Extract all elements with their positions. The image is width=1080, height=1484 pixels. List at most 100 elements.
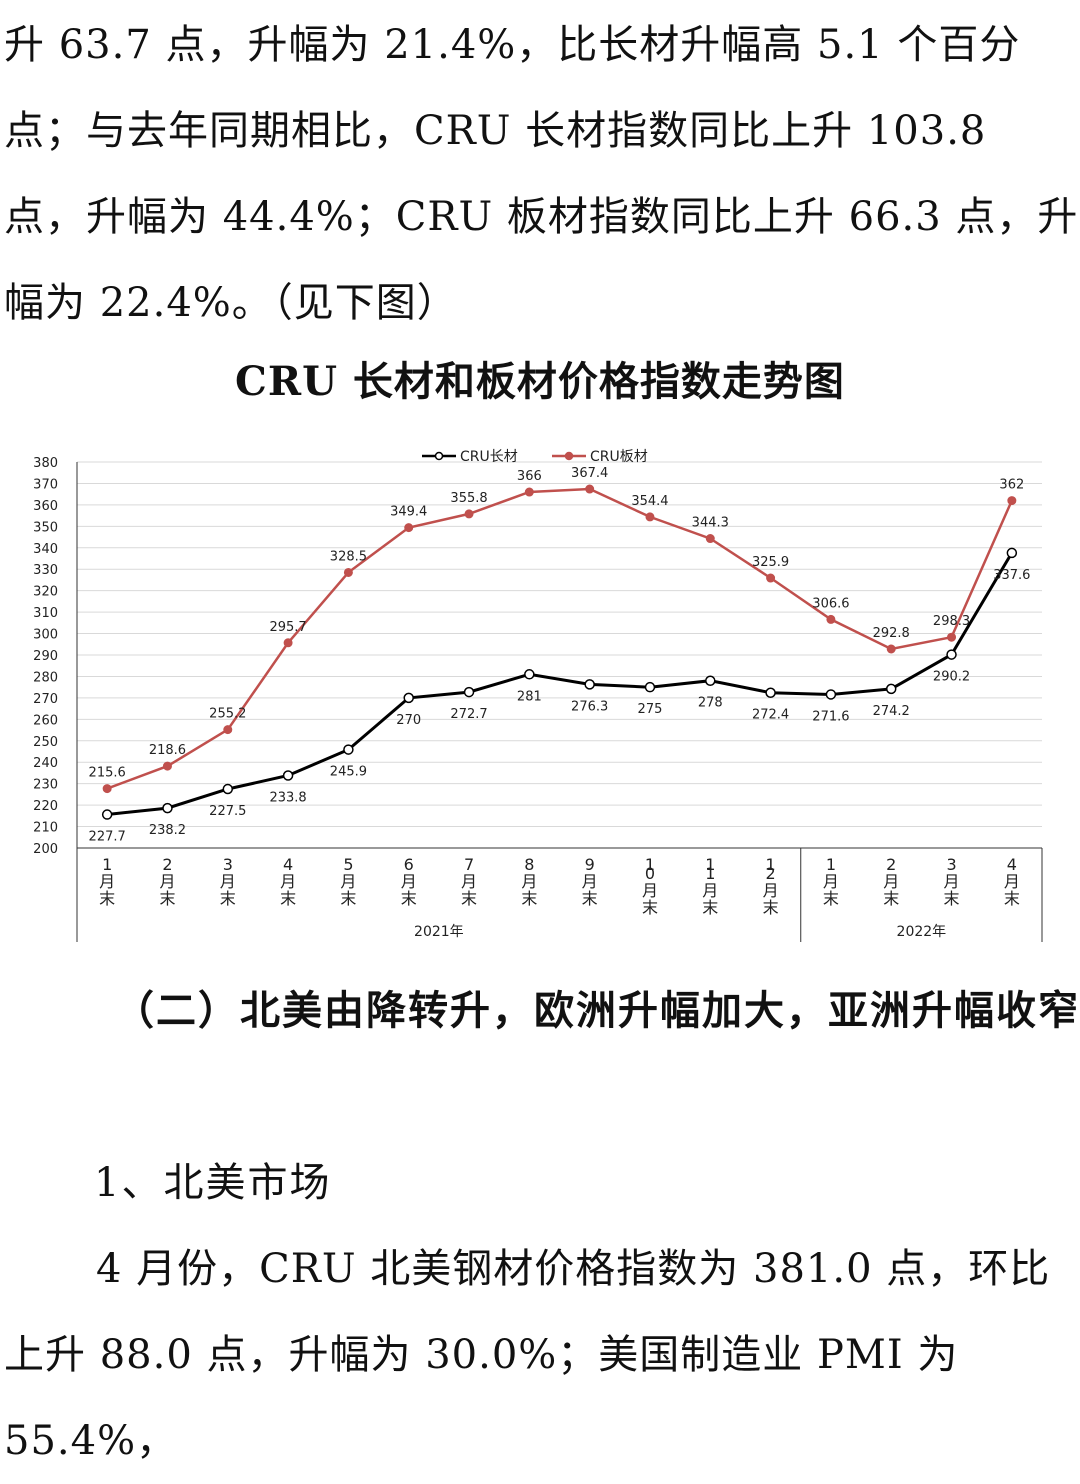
series-line-1 bbox=[106, 487, 1013, 790]
data-point bbox=[705, 534, 715, 544]
data-label: 272.4 bbox=[752, 708, 789, 723]
data-point bbox=[463, 686, 475, 698]
data-label: 349.4 bbox=[390, 505, 427, 520]
y-tick-label: 250 bbox=[33, 735, 58, 750]
legend-entry: CRU板材 bbox=[590, 449, 648, 465]
data-label: 292.8 bbox=[873, 626, 910, 641]
x-group-label: 2021年 bbox=[414, 924, 464, 940]
data-label: 290.2 bbox=[933, 670, 970, 685]
data-point bbox=[524, 669, 535, 680]
data-point bbox=[886, 644, 896, 654]
x-group-label: 2022年 bbox=[897, 924, 947, 940]
data-point bbox=[765, 687, 776, 698]
data-label: 337.6 bbox=[993, 568, 1030, 583]
data-label: 344.3 bbox=[692, 516, 729, 531]
paragraph-bottom: 4 月份，CRU 北美钢材价格指数为 381.0 点，环比上升 88.0 点，升… bbox=[4, 1246, 1051, 1464]
data-point bbox=[283, 638, 293, 648]
data-point bbox=[343, 567, 353, 577]
x-tick-label: 2 月末 bbox=[159, 855, 175, 908]
data-point bbox=[524, 487, 534, 497]
data-point bbox=[766, 573, 776, 583]
x-tick-label: 1 月末 bbox=[99, 855, 115, 908]
x-tick-label: 9 月末 bbox=[582, 855, 598, 908]
data-point bbox=[644, 681, 656, 693]
data-label: 355.8 bbox=[450, 491, 487, 506]
data-point bbox=[162, 802, 173, 814]
y-tick-label: 360 bbox=[33, 499, 58, 514]
data-label: 233.8 bbox=[269, 791, 306, 806]
data-point bbox=[222, 783, 234, 795]
data-labels: 227.7 238.2 227.5 233.8 245.9 270 272.7 281 276.… bbox=[89, 466, 1031, 845]
x-tick-label: 6 月末 bbox=[401, 855, 417, 908]
y-tick-label: 370 bbox=[33, 477, 58, 492]
data-point bbox=[282, 770, 294, 781]
data-label: 218.6 bbox=[149, 743, 186, 758]
y-tick-label: 330 bbox=[33, 563, 58, 578]
chart-legend: CRU长材 CRU板材 bbox=[422, 449, 648, 465]
x-tick-label: 7 月末 bbox=[461, 855, 477, 908]
data-label: 227.7 bbox=[89, 830, 126, 845]
data-label: 255.2 bbox=[209, 707, 246, 722]
data-point bbox=[947, 632, 957, 642]
data-point bbox=[585, 484, 595, 494]
y-tick-label: 290 bbox=[33, 649, 58, 664]
data-point bbox=[102, 784, 112, 794]
y-tick-label: 300 bbox=[33, 628, 58, 643]
legend-marker bbox=[564, 451, 574, 461]
x-tick-label: 5 月末 bbox=[340, 855, 356, 908]
data-label: 295.7 bbox=[269, 620, 306, 635]
data-label: 215.6 bbox=[89, 766, 126, 781]
data-point bbox=[1007, 496, 1017, 506]
y-tick-label: 240 bbox=[33, 756, 58, 771]
legend-marker bbox=[434, 451, 444, 461]
data-point bbox=[464, 509, 474, 519]
data-point bbox=[403, 692, 414, 704]
y-tick-label: 230 bbox=[33, 778, 58, 793]
data-label: 325.9 bbox=[752, 555, 789, 570]
data-label: 328.5 bbox=[330, 549, 367, 564]
data-label: 362 bbox=[999, 478, 1024, 493]
legend-entry: CRU长材 bbox=[460, 449, 518, 465]
y-tick-label: 380 bbox=[33, 456, 58, 471]
section-heading: （二）北美由降转升，欧洲升幅加大，亚洲升幅收窄 bbox=[114, 987, 1080, 1034]
x-axis: 1 月末 2 月末 3 月末 4 月末 5 月末 6 月末 7 月末 8 月末 9 月末 10 月末 11 月末 12 月末 1… bbox=[76, 462, 1043, 942]
chart-title: CRU 长材和板材价格指数走势图 bbox=[235, 358, 845, 405]
series-line-0 bbox=[107, 552, 1014, 816]
x-tick-label: 4 月末 bbox=[280, 855, 296, 908]
x-tick-label: 4 月末 bbox=[1004, 855, 1020, 908]
chart-grid bbox=[77, 461, 1042, 849]
data-point bbox=[584, 679, 595, 690]
series-points bbox=[101, 484, 1018, 820]
data-label: 270 bbox=[396, 713, 421, 728]
data-label: 227.5 bbox=[209, 804, 246, 819]
data-label: 274.2 bbox=[873, 704, 910, 719]
data-point bbox=[1006, 547, 1018, 559]
data-label: 238.2 bbox=[149, 823, 186, 838]
x-tick-label: 3 月末 bbox=[944, 855, 960, 908]
data-label: 275 bbox=[638, 702, 663, 717]
data-point bbox=[705, 675, 716, 686]
line-chart: 200 210 220 230 240 250 260 270 280 290 300 310 320 3… bbox=[33, 449, 1043, 942]
data-point bbox=[101, 809, 113, 820]
data-label: 298.3 bbox=[933, 614, 970, 629]
y-tick-label: 220 bbox=[33, 799, 58, 814]
data-label: 367.4 bbox=[571, 466, 608, 481]
x-tick-label: 10 月末 bbox=[642, 855, 658, 917]
x-tick-label: 8 月末 bbox=[521, 855, 537, 908]
y-tick-label: 270 bbox=[33, 692, 58, 707]
x-tick-label: 1 月末 bbox=[823, 855, 839, 908]
data-point bbox=[223, 725, 233, 735]
data-label: 278 bbox=[698, 696, 723, 711]
data-point bbox=[162, 761, 172, 771]
data-point bbox=[825, 689, 837, 700]
y-axis: 200 210 220 230 240 250 260 270 280 290 300 310 320 3… bbox=[33, 456, 58, 857]
x-tick-label: 3 月末 bbox=[220, 855, 236, 908]
y-tick-label: 320 bbox=[33, 585, 58, 600]
y-tick-label: 210 bbox=[33, 821, 58, 836]
data-point bbox=[946, 649, 957, 660]
x-tick-label: 12 月末 bbox=[763, 855, 779, 917]
y-tick-label: 350 bbox=[33, 520, 58, 535]
data-point bbox=[404, 523, 414, 533]
subheading: 1、北美市场 bbox=[94, 1160, 332, 1206]
data-label: 245.9 bbox=[330, 765, 367, 780]
